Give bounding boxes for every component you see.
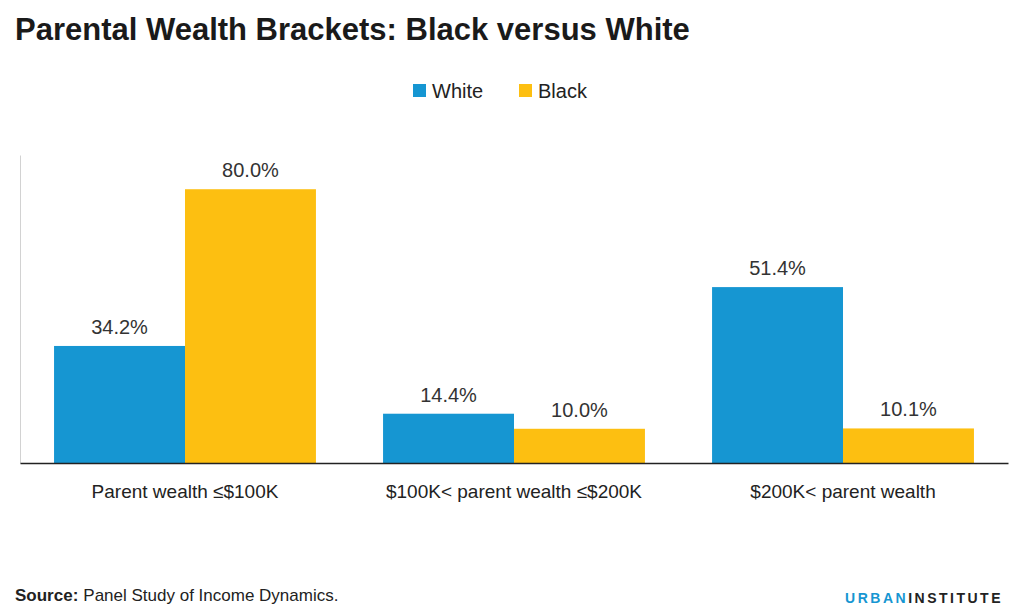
chart: Parental Wealth Brackets: Black versus W… bbox=[0, 0, 1024, 616]
bar bbox=[185, 189, 316, 463]
x-axis: Parent wealth ≤$100K $100K< parent wealth… bbox=[21, 463, 1009, 502]
data-label: 14.4% bbox=[420, 384, 477, 406]
logo-part: URBAN bbox=[845, 590, 908, 606]
x-axis-line bbox=[21, 463, 1009, 465]
data-label: 10.1% bbox=[880, 398, 937, 420]
data-label: 80.0% bbox=[222, 159, 279, 181]
x-tick: Parent wealth ≤$100K bbox=[92, 463, 279, 502]
data-label: 10.0% bbox=[551, 399, 608, 421]
y-axis-line bbox=[20, 156, 21, 464]
bar bbox=[54, 346, 185, 463]
logo: URBANINSTITUTE bbox=[845, 590, 1003, 606]
x-tick: $200K< parent wealth bbox=[750, 463, 935, 502]
bar bbox=[843, 428, 974, 463]
bar bbox=[383, 414, 514, 463]
x-tick-label: $200K< parent wealth bbox=[750, 481, 935, 502]
x-tick-label: Parent wealth ≤$100K bbox=[92, 481, 279, 502]
legend-swatch bbox=[413, 84, 426, 97]
data-labels: 34.2% 14.4% 51.4% 80.0% 10.0% 10.1% bbox=[91, 159, 937, 421]
legend: White Black bbox=[413, 80, 588, 102]
bars bbox=[54, 189, 974, 463]
data-label: 51.4% bbox=[749, 257, 806, 279]
x-tick: $100K< parent wealth ≤$200K bbox=[386, 463, 642, 502]
legend-swatch bbox=[519, 84, 532, 97]
logo-part: INSTITUTE bbox=[908, 590, 1003, 606]
bar bbox=[712, 287, 843, 463]
data-label: 34.2% bbox=[91, 316, 148, 338]
bar bbox=[514, 429, 645, 463]
y-axis bbox=[20, 156, 22, 464]
legend-label: Black bbox=[538, 80, 588, 102]
source: Source: Panel Study of Income Dynamics. bbox=[15, 586, 338, 605]
source-label: Source: bbox=[15, 586, 78, 605]
x-tick-label: $100K< parent wealth ≤$200K bbox=[386, 481, 642, 502]
source-text: Panel Study of Income Dynamics. bbox=[83, 586, 338, 605]
title: Parental Wealth Brackets: Black versus W… bbox=[15, 12, 690, 47]
legend-label: White bbox=[432, 80, 483, 102]
